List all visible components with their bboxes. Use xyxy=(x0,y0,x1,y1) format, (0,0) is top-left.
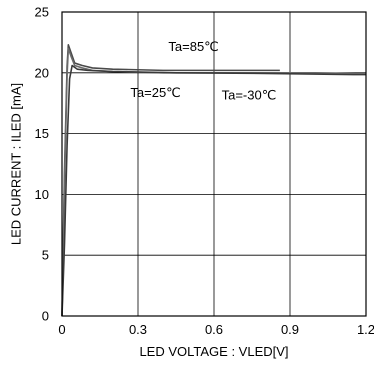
y-tick-label: 25 xyxy=(35,5,49,20)
x-tick-label: 0.6 xyxy=(205,322,223,337)
y-tick-label: 15 xyxy=(35,126,49,141)
series-annotation-label: Ta=25℃ xyxy=(130,85,180,100)
x-tick-label: 1.2 xyxy=(357,322,374,337)
grid-layer xyxy=(62,12,366,316)
y-axis-title: LED CURRENT : ILED [mA] xyxy=(8,83,23,245)
tick-label-layer: 0 0.3 0.6 0.9 1.2 0 5 10 15 20 25 xyxy=(35,5,374,338)
x-tick-label: 0.3 xyxy=(129,322,147,337)
plot-frame xyxy=(61,11,367,317)
y-tick-label: 20 xyxy=(35,65,49,80)
x-tick-label: 0 xyxy=(58,322,65,337)
series-annotation-label: Ta=-30℃ xyxy=(222,88,277,103)
y-tick-label: 0 xyxy=(42,309,49,324)
x-tick-label: 0.9 xyxy=(281,322,299,337)
plot-frame-layer xyxy=(61,11,367,317)
series-layer xyxy=(61,44,367,317)
series-line-3 xyxy=(61,64,366,317)
series-annotation-label: Ta=85℃ xyxy=(168,39,218,54)
x-axis-title: LED VOLTAGE : VLED[V] xyxy=(139,344,288,359)
y-tick-label: 10 xyxy=(35,187,49,202)
y-tick-label: 5 xyxy=(42,248,49,263)
annotation-layer: Ta=85℃ Ta=25℃ Ta=-30℃ xyxy=(130,39,276,103)
